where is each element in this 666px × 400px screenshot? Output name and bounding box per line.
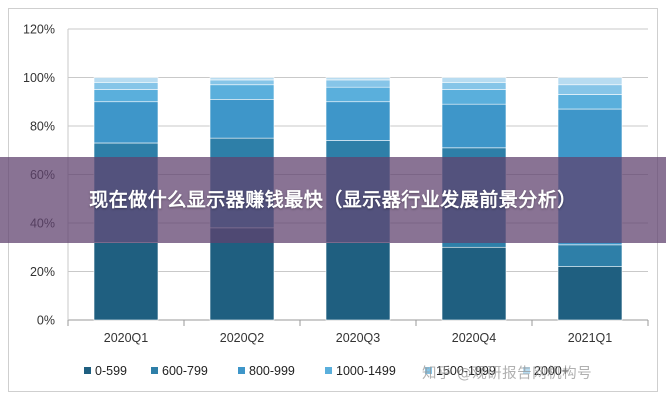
bar-segment <box>209 84 275 100</box>
bar-segment <box>325 140 391 243</box>
bar-segment <box>557 77 623 86</box>
legend-swatch <box>425 367 432 374</box>
y-tick-label: 0% <box>37 314 55 328</box>
bar-segment <box>325 242 391 321</box>
bar-segment <box>557 94 623 110</box>
y-tick-label: 40% <box>30 217 55 231</box>
y-tick-label: 60% <box>30 168 55 182</box>
bar-segment <box>557 244 623 267</box>
bar-segment <box>93 142 159 243</box>
legend-label: 2000+ <box>534 364 569 378</box>
legend-swatch <box>238 367 245 374</box>
legend-label: 1500-1999 <box>436 364 496 378</box>
x-tick-label: 2021Q1 <box>568 331 613 345</box>
x-tick-label: 2020Q2 <box>220 331 265 345</box>
bar-segment <box>209 227 275 321</box>
bar-segment <box>93 82 159 90</box>
bar-segment <box>93 242 159 321</box>
legend-label: 800-999 <box>249 364 295 378</box>
bar-segment <box>93 77 159 83</box>
y-tick-label: 80% <box>30 120 55 134</box>
bar-segment <box>557 266 623 321</box>
x-tick-label: 2020Q4 <box>452 331 497 345</box>
bar-segment <box>325 86 391 103</box>
y-tick-label: 120% <box>23 23 55 37</box>
bar-segment <box>325 79 391 88</box>
bar-segment <box>441 246 507 321</box>
legend-swatch <box>523 367 530 374</box>
bar-segment <box>441 147 507 248</box>
legend-swatch <box>84 367 91 374</box>
bar-segment <box>557 84 623 95</box>
x-tick-label: 2020Q1 <box>104 331 149 345</box>
bar-segment <box>209 77 275 81</box>
legend-label: 0-599 <box>95 364 127 378</box>
y-tick-label: 100% <box>23 71 55 85</box>
bar-segment <box>209 137 275 229</box>
bar-segment <box>441 89 507 105</box>
bar-segment <box>441 82 507 90</box>
bar-segment <box>209 79 275 86</box>
legend-label: 600-799 <box>162 364 208 378</box>
bar-segment <box>557 108 623 246</box>
legend-label: 1000-1499 <box>336 364 396 378</box>
legend-swatch <box>325 367 332 374</box>
bar-segment <box>209 99 275 139</box>
bar-segment <box>93 89 159 103</box>
legend-swatch <box>151 367 158 374</box>
bar-segment <box>441 77 507 83</box>
bar-segment <box>441 103 507 149</box>
bar-segment <box>93 101 159 144</box>
y-tick-label: 20% <box>30 265 55 279</box>
bar-segment <box>325 77 391 81</box>
x-tick-label: 2020Q3 <box>336 331 381 345</box>
bar-segment <box>325 101 391 141</box>
